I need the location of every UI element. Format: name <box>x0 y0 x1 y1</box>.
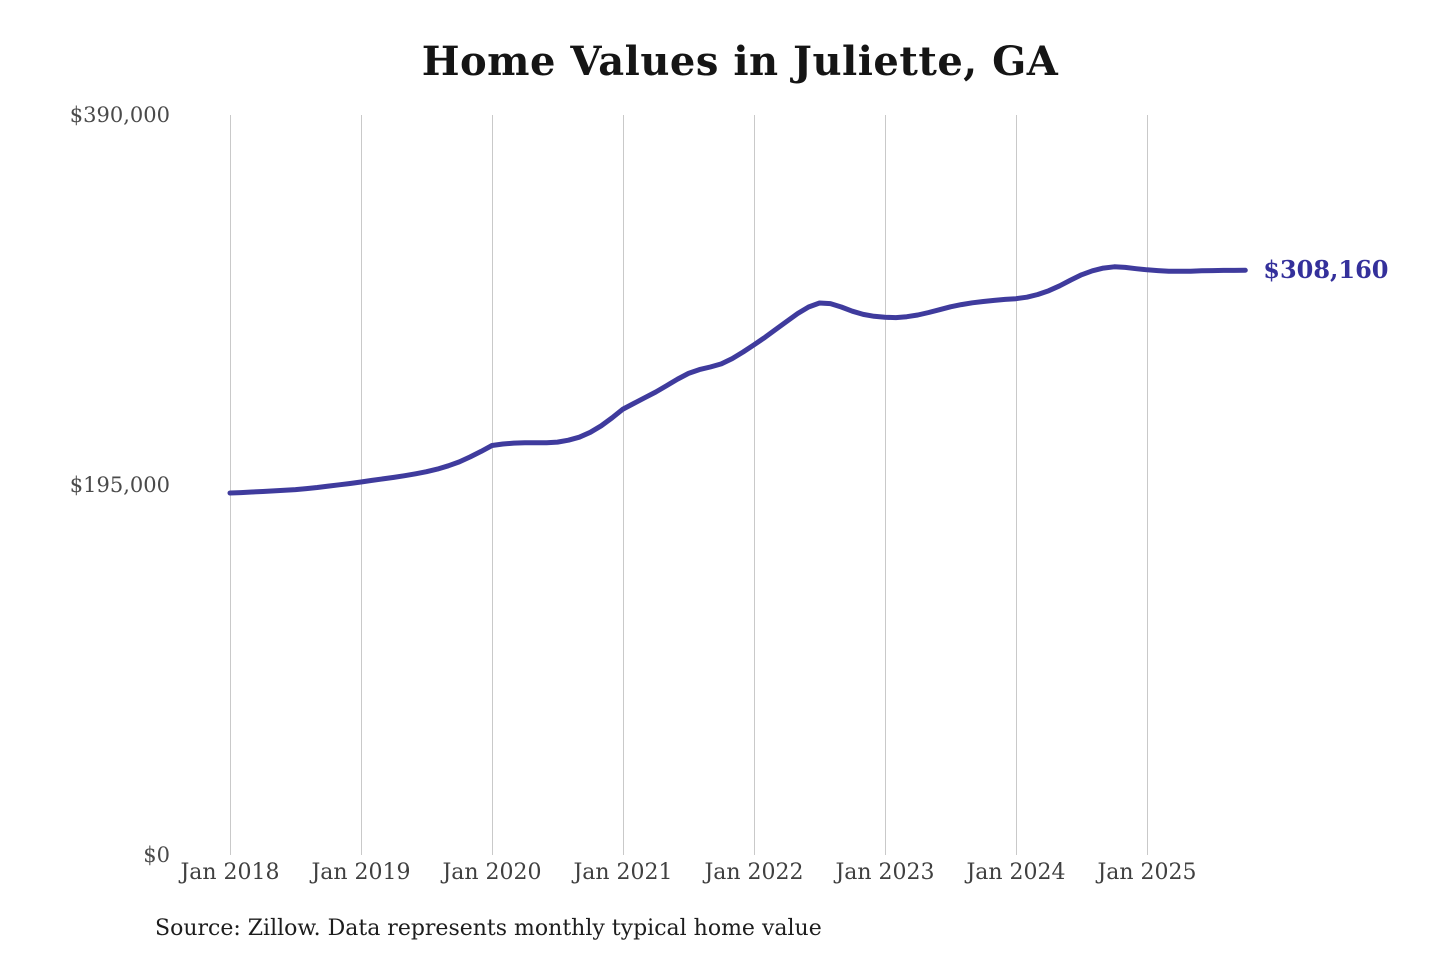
y-tick-label: $0 <box>143 843 170 867</box>
x-tick-label: Jan 2021 <box>573 860 673 885</box>
gridline <box>622 115 624 855</box>
x-tick-label: Jan 2024 <box>966 860 1066 885</box>
chart-title: Home Values in Juliette, GA <box>421 38 1059 85</box>
y-tick-label: $390,000 <box>69 103 170 127</box>
gridline <box>229 115 231 855</box>
gridline <box>1146 115 1148 855</box>
source-note: Source: Zillow. Data represents monthly … <box>155 916 822 941</box>
y-tick-label: $195,000 <box>69 473 170 497</box>
gridline <box>360 115 362 855</box>
x-tick-label: Jan 2020 <box>442 860 542 885</box>
gridline <box>491 115 493 855</box>
x-tick-label: Jan 2022 <box>704 860 804 885</box>
x-tick-label: Jan 2019 <box>311 860 411 885</box>
home-value-line-series <box>227 264 1248 496</box>
gridline <box>884 115 886 855</box>
x-tick-label: Jan 2023 <box>835 860 935 885</box>
latest-value-label: $308,160 <box>1263 255 1389 285</box>
gridline <box>1015 115 1017 855</box>
x-tick-label: Jan 2018 <box>180 860 280 885</box>
gridline <box>753 115 755 855</box>
x-tick-label: Jan 2025 <box>1097 860 1197 885</box>
